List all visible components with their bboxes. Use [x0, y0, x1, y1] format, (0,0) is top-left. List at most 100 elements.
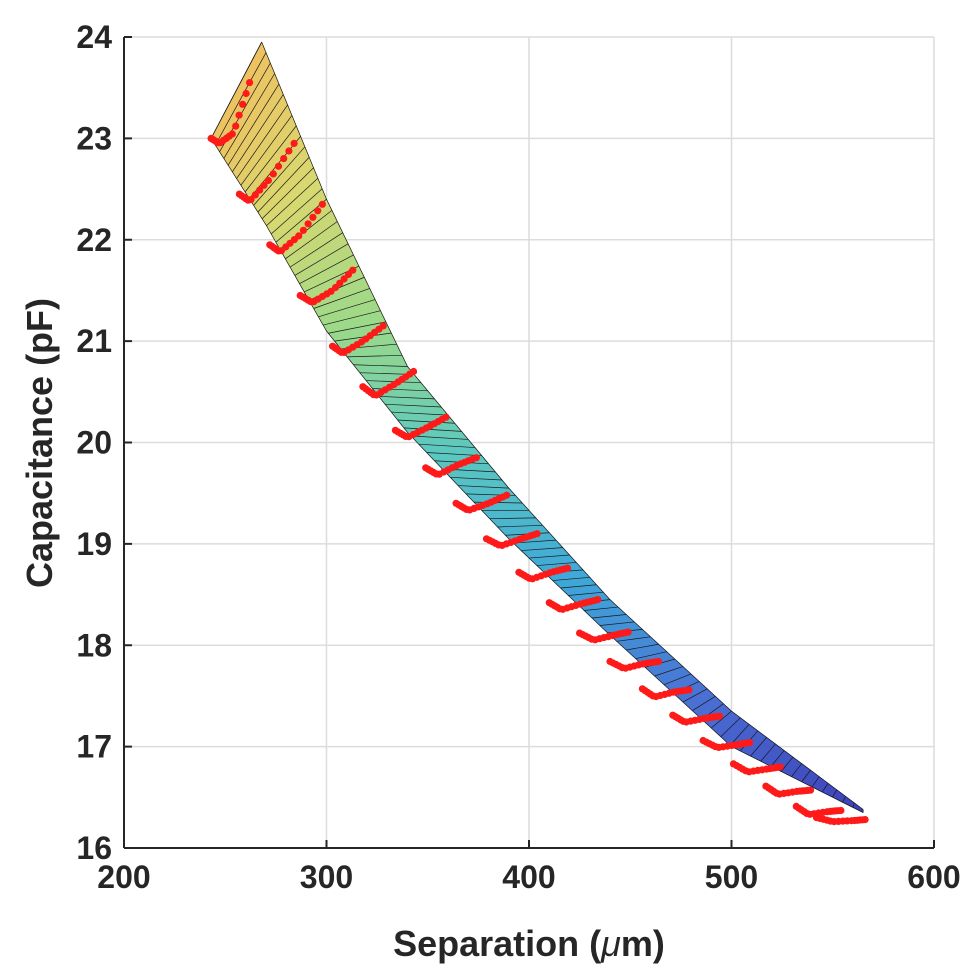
data-point	[594, 596, 602, 604]
surface-patch	[481, 510, 537, 520]
surface-mesh-line	[599, 621, 635, 626]
data-point	[280, 155, 288, 163]
y-tick-label: 19	[76, 526, 112, 562]
surface-mesh-line	[240, 115, 293, 186]
surface-mesh-line	[378, 395, 435, 400]
data-point	[274, 162, 283, 170]
data-point	[269, 170, 277, 178]
surface-plot	[210, 41, 864, 813]
data-point	[309, 213, 317, 221]
surface-mesh-line	[215, 52, 267, 146]
data-markers	[207, 79, 869, 826]
surface-mesh-line	[261, 167, 314, 220]
data-point	[379, 322, 387, 330]
x-tick-label: 400	[502, 859, 555, 895]
surface-mesh-line	[328, 321, 386, 334]
data-point	[746, 739, 754, 747]
surface-mesh-line	[372, 388, 428, 392]
surface-mesh-line	[568, 591, 604, 596]
surface-mesh-line	[821, 783, 829, 793]
y-tick-label: 17	[76, 729, 112, 765]
surface-mesh-line	[791, 763, 802, 777]
surface-mesh-line	[729, 724, 750, 746]
data-point	[247, 196, 255, 204]
surface-mesh-line	[654, 666, 684, 677]
surface-mesh-line	[584, 606, 619, 611]
surface-mesh-line	[323, 310, 381, 326]
data-point	[304, 220, 312, 228]
y-tick-label: 22	[76, 222, 112, 258]
data-point	[228, 130, 236, 138]
surface-mesh-line	[403, 427, 462, 432]
data-point	[256, 186, 264, 194]
surface-mesh-line	[391, 411, 449, 416]
surface-mesh-line	[294, 243, 349, 276]
data-point	[776, 763, 784, 771]
surface-mesh-line	[626, 643, 659, 651]
data-point	[314, 207, 322, 215]
surface-mesh-line	[257, 157, 310, 213]
data-point	[290, 139, 298, 147]
surface-mesh-line	[663, 673, 692, 685]
x-tick-label: 200	[97, 859, 150, 895]
surface-mesh-line	[560, 584, 597, 589]
surface-mesh-line	[842, 796, 846, 803]
surface-mesh-line	[236, 104, 288, 179]
data-point	[239, 100, 247, 108]
surface-mesh-line	[426, 452, 482, 457]
data-point	[624, 628, 632, 636]
data-point	[533, 530, 541, 538]
surface-mesh-line	[528, 554, 570, 559]
surface-mesh-line	[682, 688, 708, 703]
data-point	[861, 816, 869, 824]
surface-mesh-line	[801, 769, 811, 782]
x-axis-label: Separation (μm)	[393, 923, 665, 964]
data-point	[299, 226, 307, 234]
surface-mesh-line	[418, 443, 476, 448]
surface-mesh-line	[552, 576, 590, 581]
surface-mesh-line	[489, 517, 536, 520]
surface-mesh-line	[750, 737, 767, 757]
y-tick-label: 24	[76, 19, 112, 55]
axes	[123, 36, 935, 849]
y-tick-label: 20	[76, 425, 112, 461]
data-point	[246, 79, 254, 87]
surface-lower-edge	[210, 138, 864, 813]
surface-mesh-line	[299, 254, 354, 284]
surface-mesh-line	[313, 288, 370, 309]
surface-mesh-line	[232, 94, 284, 173]
data-point	[715, 712, 724, 720]
data-point	[260, 181, 268, 189]
surface-mesh-line	[780, 756, 794, 772]
surface-patch	[852, 802, 864, 813]
surface-mesh-line	[384, 403, 442, 408]
surface-mesh-line	[244, 125, 297, 193]
surface-mesh-line	[397, 419, 455, 424]
x-tick-label: 300	[300, 859, 353, 895]
data-point	[837, 806, 845, 815]
data-point	[655, 657, 663, 666]
tick-labels: 200 300 400 500 600 16 17 18 19 20 21 22 23 24	[76, 19, 960, 895]
x-tick-label: 600	[907, 859, 960, 895]
surface-mesh-line	[616, 636, 651, 642]
data-point	[242, 89, 250, 98]
x-tick-label: 500	[705, 859, 758, 895]
data-point	[318, 200, 326, 208]
surface-mesh-line	[353, 364, 408, 367]
data-point	[563, 564, 572, 572]
surface-mesh-line	[591, 614, 627, 619]
y-tick-label: 21	[76, 323, 112, 359]
surface-mesh-line	[692, 695, 716, 711]
surface-mesh-line	[521, 547, 563, 551]
surface-upper-edge	[261, 41, 864, 810]
surface-mesh-line	[458, 485, 509, 489]
y-tick-label: 16	[76, 830, 112, 866]
y-tick-label: 23	[76, 120, 112, 156]
surface-mesh-line	[832, 789, 838, 798]
surface-mesh-line	[410, 435, 469, 440]
surface-mesh-line	[635, 651, 667, 659]
surface-mesh-line	[285, 221, 338, 260]
data-point	[235, 111, 243, 119]
surface-mesh-line	[227, 83, 280, 166]
